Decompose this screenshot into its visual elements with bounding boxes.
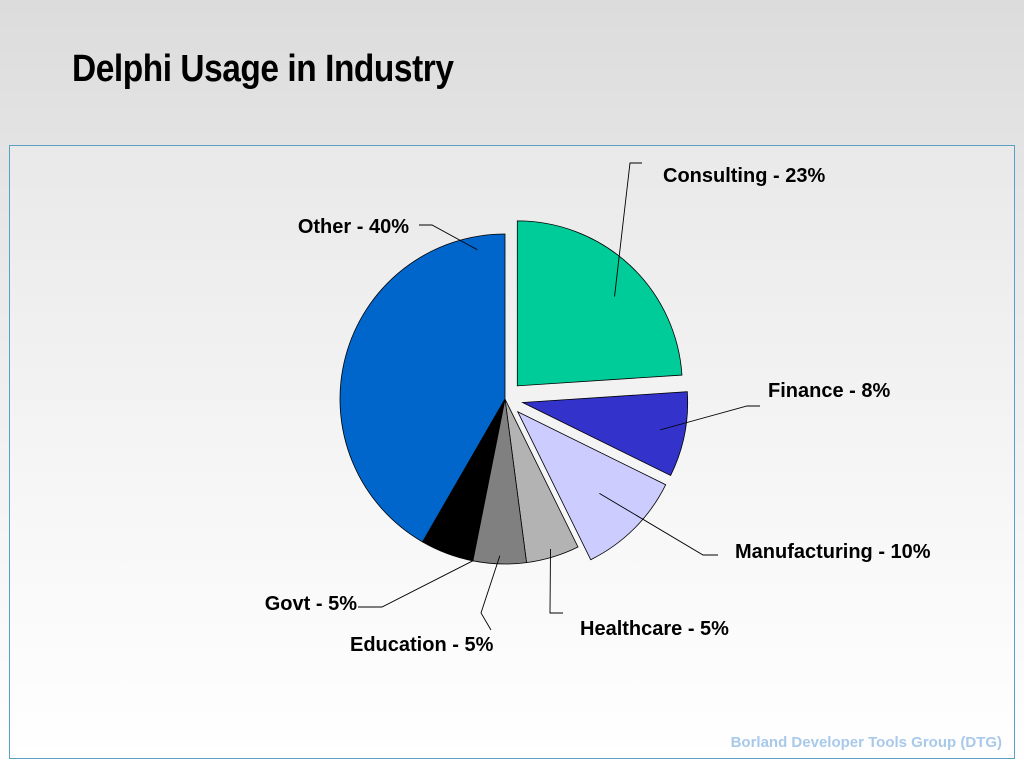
slice-label-healthcare: Healthcare - 5%	[580, 618, 729, 640]
slice-label-manufacturing: Manufacturing - 10%	[735, 541, 931, 563]
slice-label-finance: Finance - 8%	[768, 380, 890, 402]
leader-line-govt	[358, 560, 474, 608]
slice-labels: Consulting - 23% Finance - 8% Manufacturin…	[265, 165, 931, 656]
slice-label-govt: Govt - 5%	[265, 593, 357, 615]
pie-slices	[339, 220, 689, 565]
pie-slice-consulting	[516, 220, 683, 387]
leader-line-finance	[660, 405, 760, 431]
leader-line-other	[419, 224, 478, 251]
pie-slice-other	[339, 233, 506, 543]
pie-slice-finance	[521, 391, 689, 477]
leader-lines	[358, 162, 760, 631]
leader-line-consulting	[614, 162, 642, 297]
leader-line-manufacturing	[599, 493, 718, 556]
slice-label-education: Education - 5%	[350, 634, 494, 656]
pie-slice-manufacturing	[516, 410, 667, 561]
footer-text: Borland Developer Tools Group (DTG)	[730, 734, 1002, 751]
slice-label-consulting: Consulting - 23%	[663, 165, 825, 187]
leader-line-healthcare	[549, 548, 563, 614]
leader-line-education	[480, 555, 501, 631]
slice-label-other: Other - 40%	[298, 216, 409, 238]
slide-title: Delphi Usage in Industry	[72, 48, 454, 90]
